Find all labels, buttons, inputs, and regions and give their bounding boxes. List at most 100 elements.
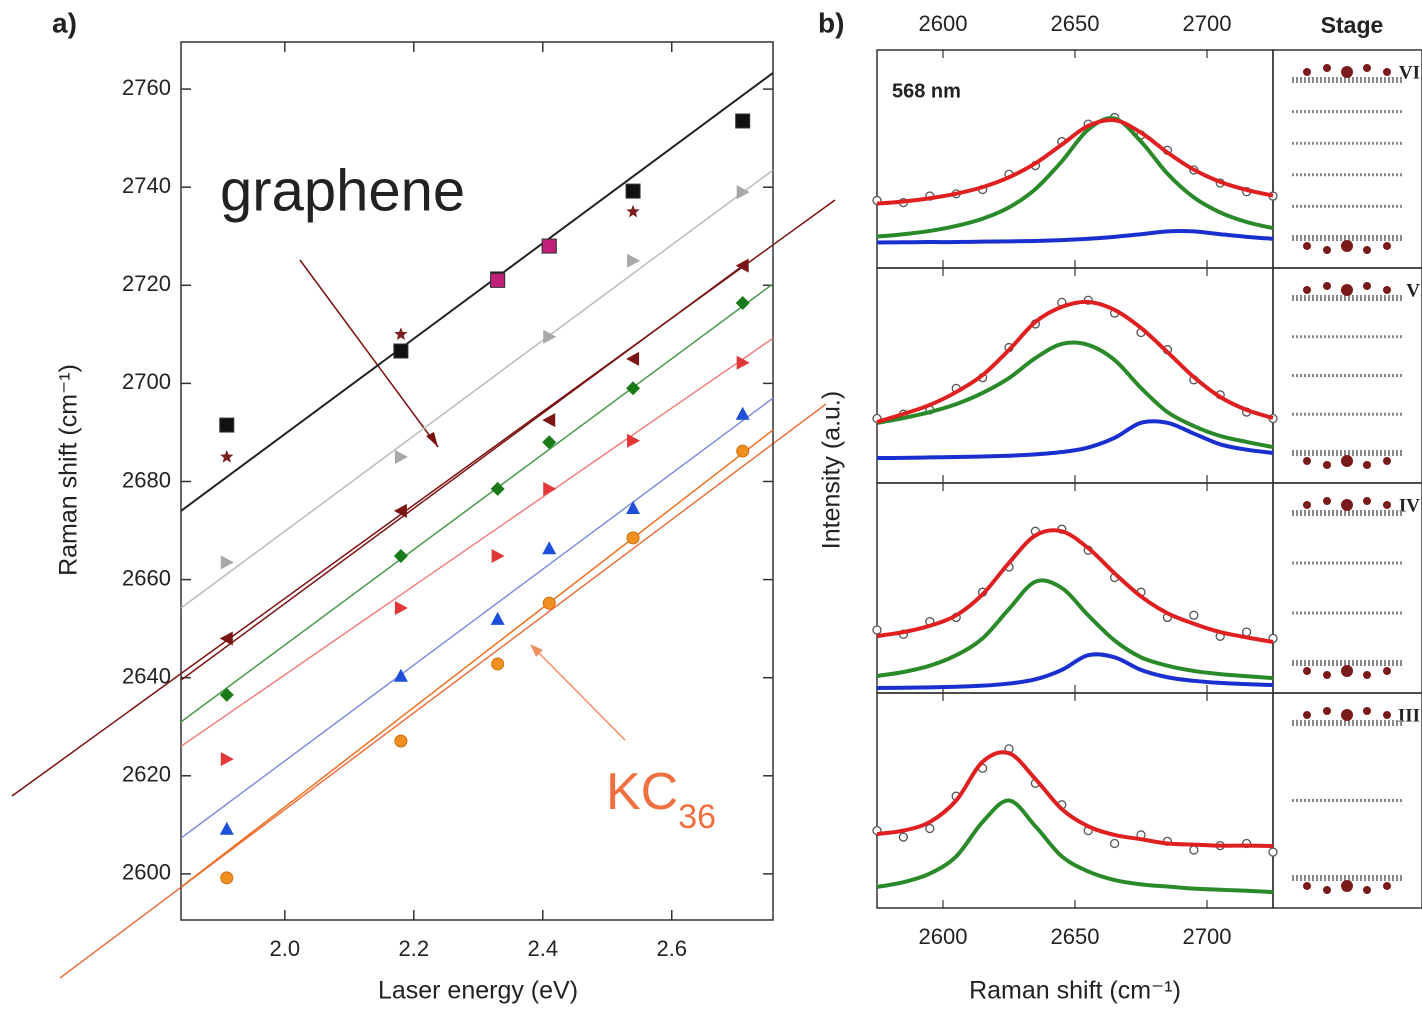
annotation-sub: 36	[678, 798, 716, 836]
potassium-atom	[1303, 286, 1311, 294]
fit-curve	[876, 578, 1274, 681]
potassium-atom	[1341, 499, 1353, 511]
marker	[220, 555, 234, 570]
marker	[541, 238, 557, 254]
potassium-atom	[1341, 709, 1353, 721]
x-axis-label: Raman shift (cm⁻¹)	[969, 977, 1181, 1005]
potassium-atom	[1363, 64, 1371, 72]
x-tick-label: 2.6	[656, 936, 687, 961]
data-point	[1189, 610, 1199, 620]
marker	[626, 500, 641, 514]
marker	[491, 549, 505, 564]
potassium-atom	[1323, 497, 1331, 505]
marker	[542, 596, 556, 610]
marker	[219, 687, 234, 702]
x-tick-label: 2700	[1183, 11, 1232, 36]
potassium-atom	[1323, 671, 1331, 679]
x-tick-label: 2650	[1051, 11, 1100, 36]
marker	[490, 611, 505, 625]
fit-line	[180, 337, 774, 747]
potassium-atom	[1341, 66, 1353, 78]
marker	[626, 204, 640, 218]
marker	[625, 183, 641, 199]
fit-curve	[876, 117, 1274, 206]
fit-curve	[876, 419, 1274, 461]
x-axis-label: Laser energy (eV)	[378, 977, 578, 1005]
marker	[735, 113, 751, 129]
potassium-atom	[1383, 882, 1391, 890]
annotation: graphene	[220, 158, 465, 223]
marker	[626, 381, 641, 396]
potassium-atom	[1383, 242, 1391, 250]
y-axis-label: Intensity (a.u.)	[818, 391, 846, 549]
marker	[394, 449, 408, 464]
marker	[393, 668, 408, 682]
marker	[735, 406, 750, 420]
potassium-atom	[1363, 282, 1371, 290]
potassium-atom	[1323, 707, 1331, 715]
potassium-atom	[1341, 240, 1353, 252]
potassium-atom	[1363, 246, 1371, 254]
potassium-atom	[1383, 286, 1391, 294]
potassium-atom	[1383, 667, 1391, 675]
potassium-atom	[1303, 667, 1311, 675]
marker	[220, 752, 234, 767]
marker	[219, 821, 234, 835]
potassium-atom	[1323, 64, 1331, 72]
marker	[543, 481, 557, 496]
arrow	[299, 259, 439, 448]
stage-frame	[1272, 267, 1422, 484]
x-tick-label: 2650	[1051, 924, 1100, 949]
potassium-atom	[1303, 711, 1311, 719]
fit-line	[180, 397, 774, 839]
potassium-atom	[1383, 457, 1391, 465]
marker	[394, 734, 408, 748]
potassium-atom	[1341, 665, 1353, 677]
y-tick-label: 2640	[122, 664, 171, 689]
marker	[393, 549, 408, 564]
x-tick-label: 2600	[919, 924, 968, 949]
marker	[542, 541, 557, 555]
marker	[627, 433, 641, 448]
marker	[542, 413, 556, 428]
marker	[394, 601, 408, 616]
arrowhead	[426, 432, 438, 447]
marker	[394, 327, 408, 341]
x-tick-label: 2.0	[270, 936, 301, 961]
y-axis-label: Raman shift (cm⁻¹)	[55, 364, 83, 576]
fit-curve	[876, 798, 1274, 895]
marker	[393, 343, 409, 359]
marker	[736, 355, 750, 370]
data-point	[1189, 845, 1199, 855]
stage-frame	[1272, 692, 1422, 909]
stage-label: VI	[1399, 62, 1420, 83]
data-point	[1268, 847, 1278, 857]
annotation: KC36	[606, 763, 716, 836]
marker	[627, 253, 641, 268]
y-tick-label: 2680	[122, 467, 171, 492]
marker	[626, 351, 640, 366]
potassium-atom	[1323, 246, 1331, 254]
potassium-atom	[1383, 68, 1391, 76]
marker	[219, 417, 235, 433]
marker	[736, 185, 750, 200]
stage-label: III	[1398, 705, 1420, 726]
data-point	[1109, 838, 1120, 849]
marker	[490, 272, 506, 288]
marker	[220, 871, 234, 885]
marker	[736, 444, 750, 458]
potassium-atom	[1341, 880, 1353, 892]
fit-line	[180, 72, 774, 512]
x-tick-label: 2700	[1183, 924, 1232, 949]
potassium-atom	[1303, 242, 1311, 250]
y-tick-label: 2760	[122, 75, 171, 100]
marker	[219, 631, 233, 646]
marker	[542, 435, 557, 450]
data-point	[925, 823, 935, 834]
potassium-atom	[1383, 501, 1391, 509]
fit-line	[180, 169, 774, 609]
y-tick-label: 2700	[122, 369, 171, 394]
fit-curve	[876, 528, 1274, 644]
x-tick-label: 2.4	[527, 936, 558, 961]
